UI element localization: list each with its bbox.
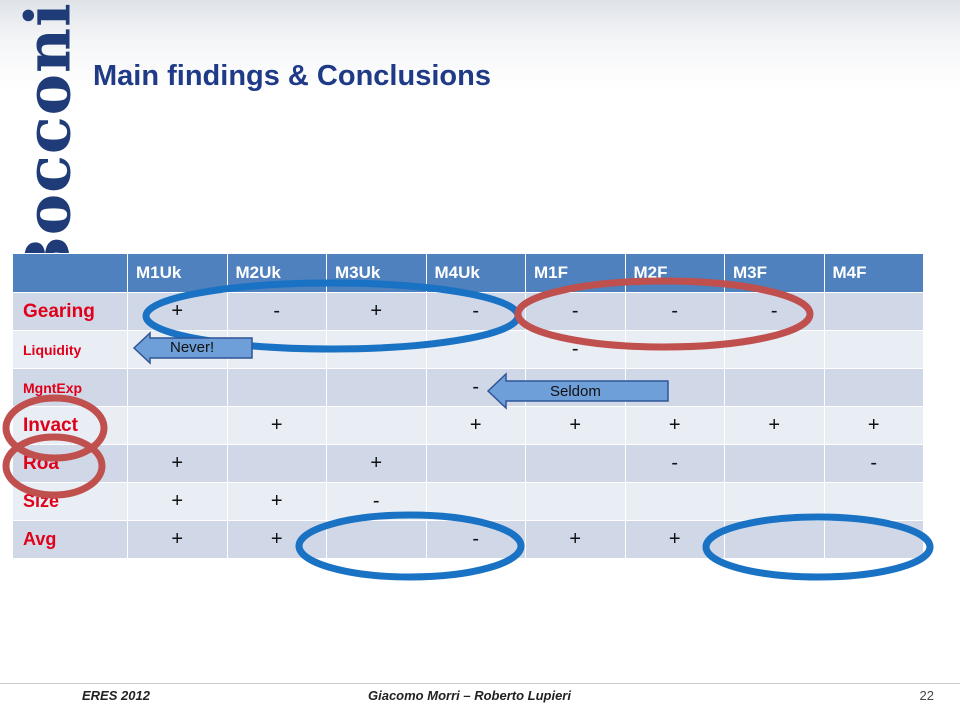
table-cell (724, 520, 825, 559)
never-arrow (132, 331, 253, 365)
header-cell-m4uk: M4Uk (425, 253, 526, 293)
table-cell: + (823, 406, 924, 445)
page-number: 22 (919, 688, 934, 703)
footer-authors: Giacomo Morri – Roberto Lupieri (368, 688, 571, 703)
row-label: Avg (12, 520, 128, 559)
table-cell (624, 482, 725, 521)
table-row-avg: Avg + + - + + (12, 520, 924, 559)
slide-title: Main findings & Conclusions (93, 60, 491, 92)
header-cell-corner (12, 253, 128, 293)
table-cell (525, 444, 626, 483)
table-cell: + (326, 444, 427, 483)
never-label: Never! (170, 339, 215, 356)
table-cell (326, 520, 427, 559)
table-cell: + (127, 482, 228, 521)
table-row-gearing: Gearing + - + - - - - (12, 292, 924, 331)
table-cell (127, 406, 228, 445)
seldom-label: Seldom (550, 383, 601, 400)
table-cell: - (525, 330, 626, 369)
table-header-row: M1Uk M2Uk M3Uk M4Uk M1F M2F M3F M4F (12, 253, 924, 293)
table-cell: - (624, 292, 725, 331)
table-cell: + (425, 406, 526, 445)
highlight-ellipse-avg-uk (295, 511, 525, 581)
header-cell-m2f: M2F (624, 253, 725, 293)
table-cell: + (226, 482, 327, 521)
table-cell: + (127, 444, 228, 483)
table-cell: + (127, 520, 228, 559)
table-cell (525, 482, 626, 521)
header-cell-m4f: M4F (823, 253, 924, 293)
table-cell (823, 292, 924, 331)
table-cell: - (425, 520, 526, 559)
table-cell: + (624, 406, 725, 445)
table-cell: - (624, 444, 725, 483)
table-cell (724, 444, 825, 483)
highlight-ellipse-roa (2, 433, 106, 499)
highlight-ellipse-invact (2, 394, 108, 462)
table-cell (326, 406, 427, 445)
footer-conference: ERES 2012 (82, 688, 150, 703)
table-cell (226, 444, 327, 483)
table-cell: - (226, 292, 327, 331)
highlight-ellipse-gearing-f (514, 277, 814, 351)
row-label: Roa (12, 444, 128, 483)
table-row-roa: Roa + + - - (12, 444, 924, 483)
highlight-ellipse-avg-f (702, 513, 934, 581)
row-label: Gearing (12, 292, 128, 331)
table-row-invact: Invact + + + + + + (12, 406, 924, 445)
table-cell: + (226, 520, 327, 559)
table-cell (823, 368, 924, 407)
table-cell: + (724, 406, 825, 445)
footer-divider (0, 683, 960, 684)
row-label: Liquidity (12, 330, 128, 369)
table-cell: + (525, 520, 626, 559)
table-cell: + (326, 292, 427, 331)
table-cell (226, 368, 327, 407)
table-cell (425, 444, 526, 483)
table-cell (127, 368, 228, 407)
table-cell: + (226, 406, 327, 445)
table-cell: + (525, 406, 626, 445)
seldom-arrow (486, 372, 669, 410)
